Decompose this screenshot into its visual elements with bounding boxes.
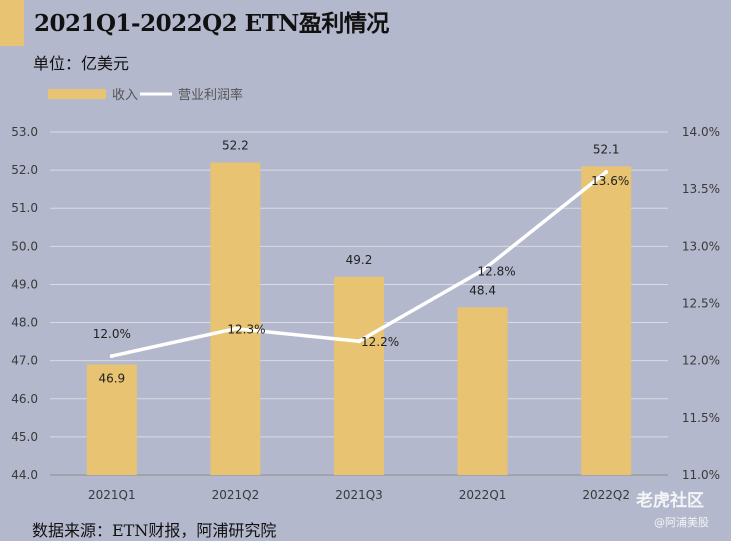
bar: [457, 307, 508, 475]
y-left-tick-label: 50.0: [11, 239, 38, 253]
legend-label-revenue: 收入: [112, 88, 138, 103]
bar: [581, 166, 632, 476]
legend-label-margin: 营业利润率: [178, 87, 243, 103]
bar: [334, 276, 384, 475]
watermark-handle: @阿浦美股: [654, 516, 709, 529]
x-tick-label: 2021Q2: [212, 488, 260, 502]
y-left-tick-label: 47.0: [11, 354, 38, 368]
y-left-tick-label: 46.0: [11, 392, 38, 406]
x-tick-label: 2021Q3: [335, 488, 383, 502]
legend-swatch-revenue: [48, 89, 106, 99]
y-left-tick-label: 52.0: [11, 163, 38, 177]
y-left-tick-label: 44.0: [11, 468, 38, 482]
axes: 44.0 45.0 46.0 47.0 48.0 49.0 50.0 51.0 52.0 53.0…: [11, 125, 720, 502]
line-series: [109, 170, 609, 359]
y-left-tick-label: 49.0: [11, 277, 38, 291]
y-right-tick-label: 11.5%: [682, 411, 720, 425]
y-left-tick-label: 45.0: [11, 430, 38, 444]
y-left-tick-label: 51.0: [11, 201, 38, 215]
line-value-label: 12.0%: [93, 327, 131, 341]
line-point: [357, 339, 361, 344]
line-value-label: 13.6%: [591, 174, 629, 188]
line-point: [604, 170, 609, 175]
line-point: [480, 268, 485, 273]
line-value-label: 12.8%: [478, 264, 516, 278]
bar-value-label: 49.2: [346, 253, 373, 267]
y-right-tick-label: 14.0%: [682, 125, 720, 139]
bar: [86, 364, 137, 475]
y-right-tick-label: 12.5%: [682, 297, 720, 311]
x-tick-label: 2021Q1: [88, 488, 136, 502]
line-value-label: 12.2%: [361, 335, 399, 349]
y-right-tick-label: 13.5%: [682, 182, 720, 196]
data-labels: 46.9 52.2 49.2 48.4 52.1 12.0% 12.3% 12.2% 12.8%…: [93, 138, 630, 385]
y-left-tick-label: 48.0: [11, 316, 38, 330]
y-left-tick-label: 53.0: [11, 125, 38, 139]
bar: [210, 162, 261, 475]
y-right-tick-label: 11.0%: [682, 468, 720, 482]
bar-value-label: 52.2: [222, 138, 249, 152]
y-right-tick-label: 13.0%: [682, 239, 720, 253]
y-right-tick-label: 12.0%: [682, 354, 720, 368]
legend: 收入 营业利润率: [48, 87, 243, 103]
line-point: [233, 326, 238, 331]
watermark: 老虎社区: [636, 491, 704, 511]
title-accent-bar: [0, 0, 24, 46]
x-tick-label: 2022Q2: [582, 488, 630, 502]
data-source: 数据来源：ETN财报，阿浦研究院: [32, 521, 277, 540]
bar-value-label: 48.4: [469, 283, 496, 297]
unit-label: 单位：亿美元: [33, 54, 130, 73]
page-title: 2021Q1-2022Q2 ETN盈利情况: [34, 10, 389, 37]
bar-value-label: 46.9: [98, 371, 125, 385]
line-point: [109, 354, 114, 359]
line-value-label: 12.3%: [227, 323, 265, 337]
x-tick-label: 2022Q1: [459, 488, 507, 502]
bar-series: [86, 162, 632, 476]
bar-value-label: 52.1: [593, 142, 620, 156]
